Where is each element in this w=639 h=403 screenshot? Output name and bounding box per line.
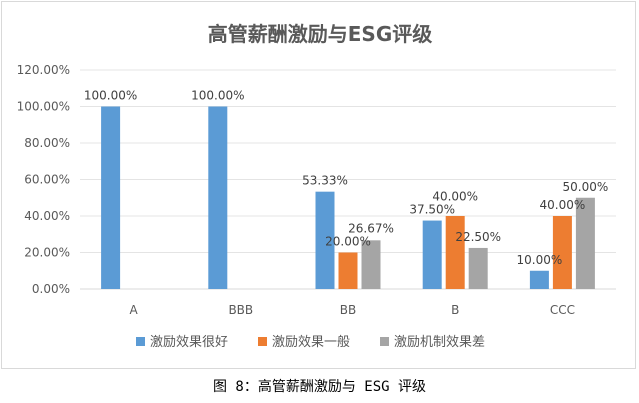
y-tick-label: 0.00% [32, 282, 70, 296]
x-tick-label: B [451, 303, 459, 317]
y-tick-label: 40.00% [24, 209, 70, 223]
bar-B-1 [445, 216, 465, 289]
data-label: 22.50% [455, 230, 501, 244]
data-label: 40.00% [540, 198, 586, 212]
x-axis-ticks: A BBB BB B CCC [129, 303, 574, 317]
data-label: 53.33% [302, 174, 348, 188]
x-tick-label: CCC [550, 303, 575, 317]
data-label: 20.00% [325, 235, 371, 249]
bar-BB-2 [361, 240, 381, 289]
x-tick-label: A [129, 303, 138, 317]
bar-BB-0 [315, 191, 335, 289]
bar-BBB-0 [208, 106, 228, 289]
y-tick-label: 20.00% [24, 246, 70, 260]
data-label: 37.50% [409, 203, 455, 217]
x-tick-label: BB [340, 303, 356, 317]
legend-label: 激励效果很好 [150, 335, 228, 350]
legend-swatch-1 [258, 337, 267, 346]
data-label: 50.00% [563, 180, 609, 194]
y-tick-label: 80.00% [24, 136, 70, 150]
bar-BB-1 [338, 252, 358, 289]
bars [101, 106, 595, 289]
grid [80, 69, 616, 290]
data-label: 100.00% [84, 89, 137, 103]
y-tick-label: 100.00% [17, 100, 70, 114]
legend-swatch-0 [136, 337, 145, 346]
bar-CCC-2 [575, 197, 595, 289]
x-tick-label: BBB [228, 303, 253, 317]
bar-B-0 [422, 220, 442, 289]
y-tick-label: 60.00% [24, 173, 70, 187]
bar-B-2 [468, 247, 488, 289]
y-axis-ticks: 0.00% 20.00% 40.00% 60.00% 80.00% 100.00% 120.… [17, 63, 70, 296]
bar-CCC-1 [552, 216, 572, 289]
bar-A-0 [101, 106, 121, 289]
data-labels: 100.00% 100.00% 53.33% 37.50% 10.00% 20.00% 40… [84, 89, 608, 267]
legend-swatch-2 [380, 337, 389, 346]
data-label: 10.00% [517, 253, 563, 267]
chart-svg: 高管薪酬激励与ESG评级 0.00% 20.00% 40.00% 60.00% 80.0… [17, 22, 616, 350]
legend: 激励效果很好 激励效果一般 激励机制效果差 [136, 334, 485, 350]
legend-label: 激励效果一般 [272, 334, 350, 350]
data-label: 100.00% [191, 89, 244, 103]
data-label: 26.67% [348, 222, 394, 236]
legend-label: 激励机制效果差 [394, 335, 485, 350]
chart-title: 高管薪酬激励与ESG评级 [208, 22, 432, 46]
figure-caption: 图 8：高管薪酬激励与 ESG 评级 [212, 379, 426, 395]
data-label: 40.00% [432, 190, 478, 204]
y-tick-label: 120.00% [17, 63, 70, 77]
bar-CCC-0 [529, 270, 549, 289]
chart-frame: 高管薪酬激励与ESG评级 0.00% 20.00% 40.00% 60.00% 80.0… [1, 1, 636, 369]
